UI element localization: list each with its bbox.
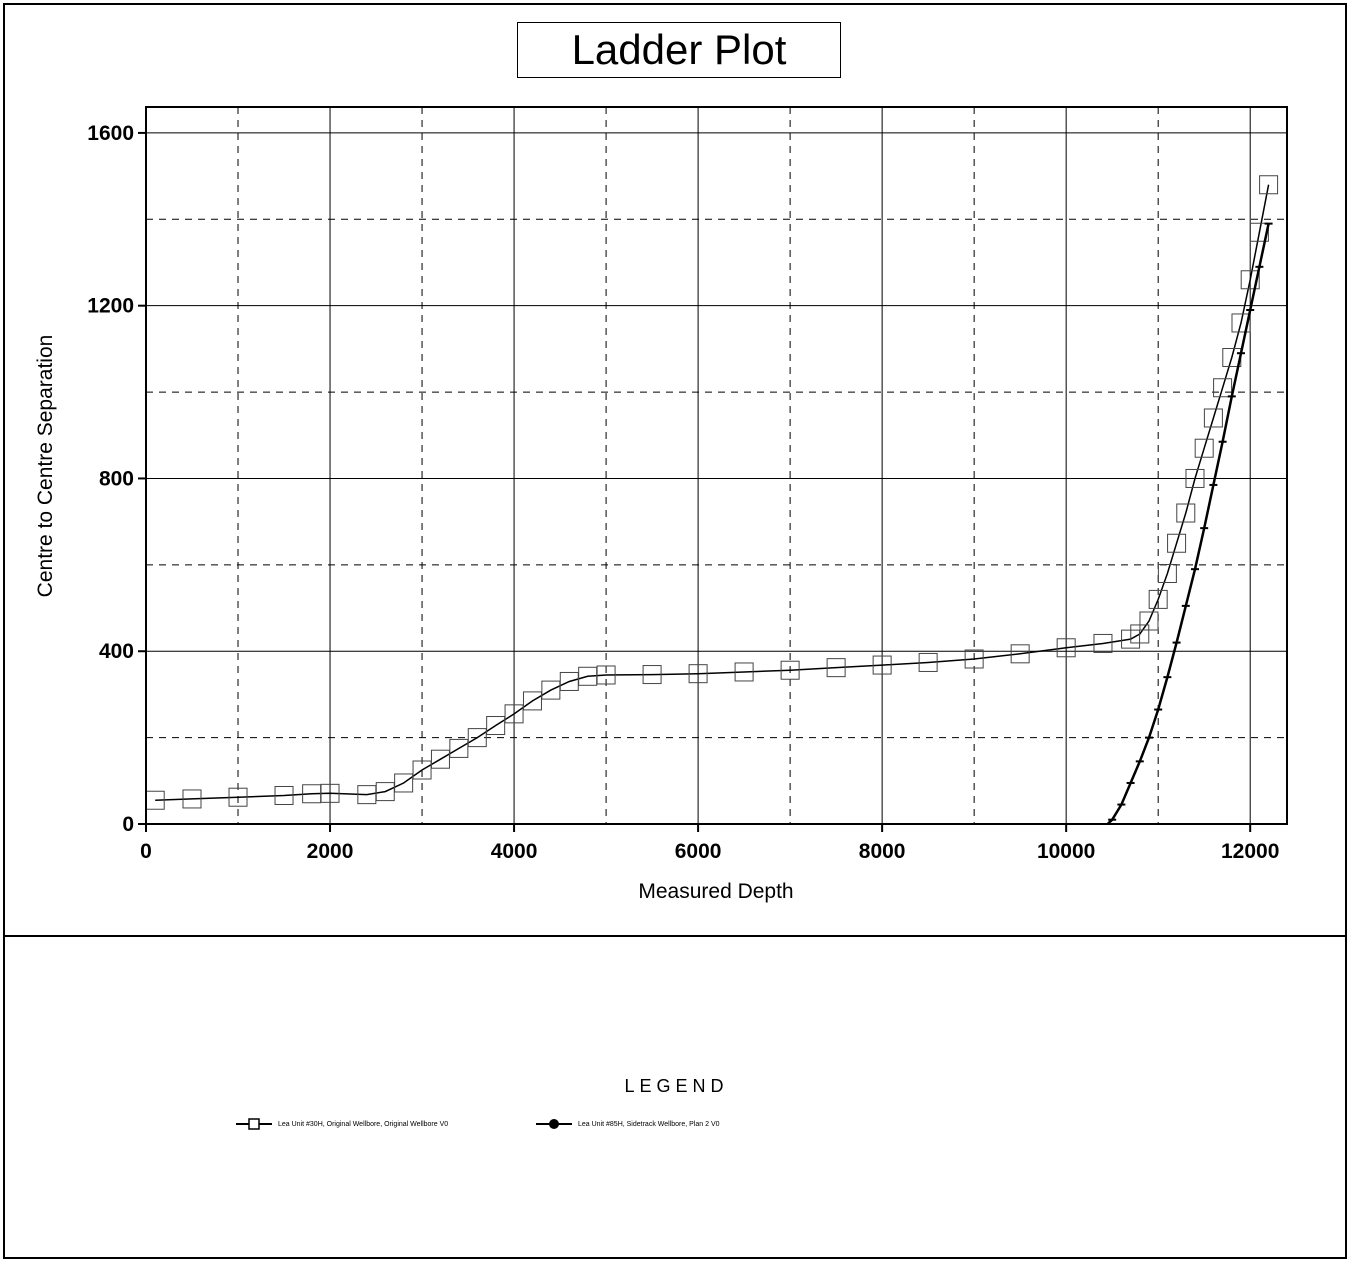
series-1-point [642,665,662,685]
series-1-point [1213,378,1233,398]
series-1-point [872,655,892,675]
y-tick-label: 400 [99,640,134,663]
series-1-point [1240,270,1260,290]
x-tick-label: 8000 [859,840,906,863]
series-1-point [688,664,708,684]
legend-item-series-1: Lea Unit #30H, Original Wellbore, Origin… [236,1117,448,1131]
series-1-point [918,652,938,672]
x-tick-label: 2000 [307,840,354,863]
x-tick-label: 6000 [675,840,722,863]
series-layer [145,175,1279,825]
series-1-point [1010,644,1030,664]
ladder-plot-chart: 0 2000 4000 6000 8000 10000 12000 0 400 800 1200 16… [34,106,1288,903]
series-1-point [734,662,754,682]
axis-ticks: 0 2000 4000 6000 8000 10000 12000 0 400 800 1200 16… [87,122,1279,863]
circle-marker-icon [536,1119,572,1129]
x-tick-label: 4000 [491,840,538,863]
series-1-point [1139,611,1159,631]
series-1-point [449,738,469,758]
page-frame [3,3,1347,1259]
y-tick-label: 1600 [87,122,134,145]
series-1-point [412,760,432,780]
legend-divider [3,935,1347,937]
series-1-point [826,658,846,678]
grid-lines [146,107,1287,824]
series-1-point [1203,408,1223,428]
series-1-point [274,785,294,805]
series-1-point [467,728,487,748]
y-tick-label: 800 [99,467,134,490]
series-1-line [155,184,1270,801]
series-1-point [522,691,542,711]
series-1-point [1259,175,1279,195]
series-1-point [1194,438,1214,458]
series-1-point [1176,503,1196,523]
series-1-point [1157,563,1177,583]
series-1-point [228,787,248,807]
legend-item-series-2: Lea Unit #85H, Sidetrack Wellbore, Plan … [536,1117,720,1131]
legend-label-series-2: Lea Unit #85H, Sidetrack Wellbore, Plan … [578,1120,720,1128]
series-1-point [320,783,340,803]
series-1-point [504,704,524,724]
y-axis-title: Centre to Centre Separation [34,335,57,598]
y-tick-label: 0 [122,813,134,836]
chart-title: Ladder Plot [517,22,841,78]
square-marker-icon [236,1118,272,1130]
series-1-point [596,665,616,685]
plot-area-border [145,106,1288,825]
series-1-point [780,660,800,680]
series-1-point [1249,222,1269,242]
series-1-point [182,789,202,809]
series-1-point [1167,533,1187,553]
series-1-point [430,749,450,769]
series-1-point [964,649,984,669]
series-1-point [394,773,414,793]
legend-title: LEGEND [624,1076,729,1096]
series-1-point [1185,468,1205,488]
series-1-point [486,716,506,736]
x-axis-title: Measured Depth [638,880,793,903]
y-tick-label: 1200 [87,295,134,318]
series-1-point [1148,589,1168,609]
series-1-point [1231,313,1251,333]
series-1-point [1056,638,1076,658]
series-1-point [1093,633,1113,653]
x-tick-label: 12000 [1221,840,1279,863]
legend-label-series-1: Lea Unit #30H, Original Wellbore, Origin… [278,1120,449,1128]
x-tick-label: 0 [140,840,152,863]
x-tick-label: 10000 [1037,840,1095,863]
